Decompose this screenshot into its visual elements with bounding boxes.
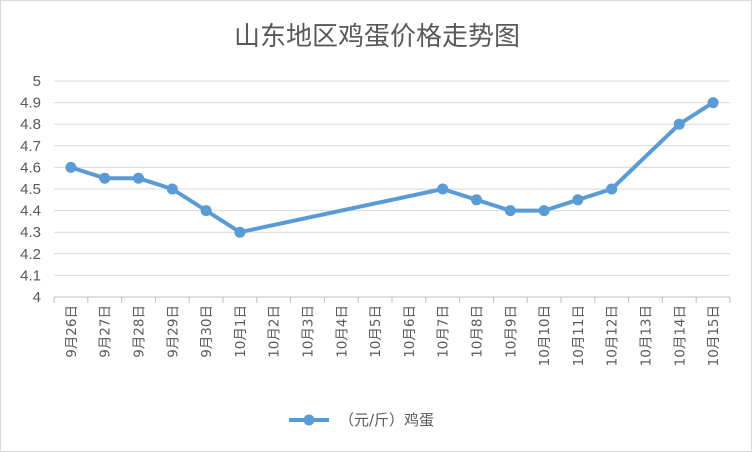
legend: （元/斤）鸡蛋	[289, 411, 434, 429]
data-point	[133, 172, 144, 184]
x-tick-label: 10月4日	[334, 305, 350, 358]
y-axis: 4 4.1 4.2 4.3 4.4 4.5 4.6 4.7 4.8 4.9 5	[20, 73, 41, 306]
data-point	[707, 97, 719, 109]
y-tick-label: 4.7	[20, 138, 41, 155]
x-tick-label: 10月10日	[537, 305, 553, 366]
x-tick-label: 10月9日	[503, 305, 519, 358]
x-tick-label: 9月27日	[98, 305, 114, 358]
data-point	[234, 226, 246, 238]
y-tick-label: 4.1	[20, 267, 41, 284]
chart-title: 山东地区鸡蛋价格走势图	[234, 22, 520, 52]
data-point	[471, 194, 482, 206]
x-tick-label: 10月13日	[639, 305, 655, 366]
x-tick-label: 9月30日	[199, 305, 215, 358]
y-tick-label: 4.9	[20, 95, 41, 112]
x-tick-label: 10月14日	[672, 305, 688, 366]
x-tick-label: 9月26日	[64, 305, 80, 358]
x-tick-label: 10月8日	[470, 305, 486, 358]
x-tick-label: 9月28日	[132, 305, 148, 358]
data-point	[166, 183, 178, 195]
x-tick-label: 10月12日	[605, 305, 621, 366]
y-tick-label: 4.2	[20, 246, 41, 263]
data-point	[437, 183, 449, 195]
legend-label: （元/斤）鸡蛋	[339, 411, 434, 429]
x-tick-label: 10月15日	[706, 305, 722, 366]
data-point	[200, 205, 212, 217]
y-tick-label: 4.8	[20, 116, 41, 133]
data-point	[572, 194, 584, 206]
y-tick-label: 4	[33, 289, 41, 306]
data-point	[504, 205, 516, 217]
series-line	[70, 100, 715, 235]
y-tick-label: 4.3	[20, 224, 41, 241]
x-tick-label: 9月29日	[165, 305, 181, 358]
x-tick-label: 10月2日	[267, 305, 283, 358]
data-point	[673, 118, 685, 130]
legend-point-marker	[303, 414, 315, 426]
x-tick-label: 10月6日	[402, 305, 418, 358]
x-tick-label: 10月1日	[233, 305, 249, 358]
y-tick-label: 4.6	[20, 159, 41, 176]
y-tick-label: 4.5	[20, 181, 41, 198]
y-tick-label: 5	[33, 73, 41, 90]
data-point	[65, 161, 77, 173]
x-tick-label: 10月3日	[301, 305, 317, 358]
gridlines	[54, 80, 730, 298]
y-tick-label: 4.4	[20, 203, 41, 220]
data-point	[538, 205, 550, 217]
data-point	[99, 172, 111, 184]
series-layer	[65, 97, 719, 238]
x-tick-label: 10月7日	[436, 305, 452, 358]
x-tick-label: 10月11日	[571, 305, 587, 366]
x-axis: 9月26日 9月27日 9月28日 9月29日 9月30日 10月1日 10月2日 10月3日…	[53, 297, 731, 366]
data-point	[606, 183, 618, 195]
x-tick-label: 10月5日	[368, 305, 384, 358]
